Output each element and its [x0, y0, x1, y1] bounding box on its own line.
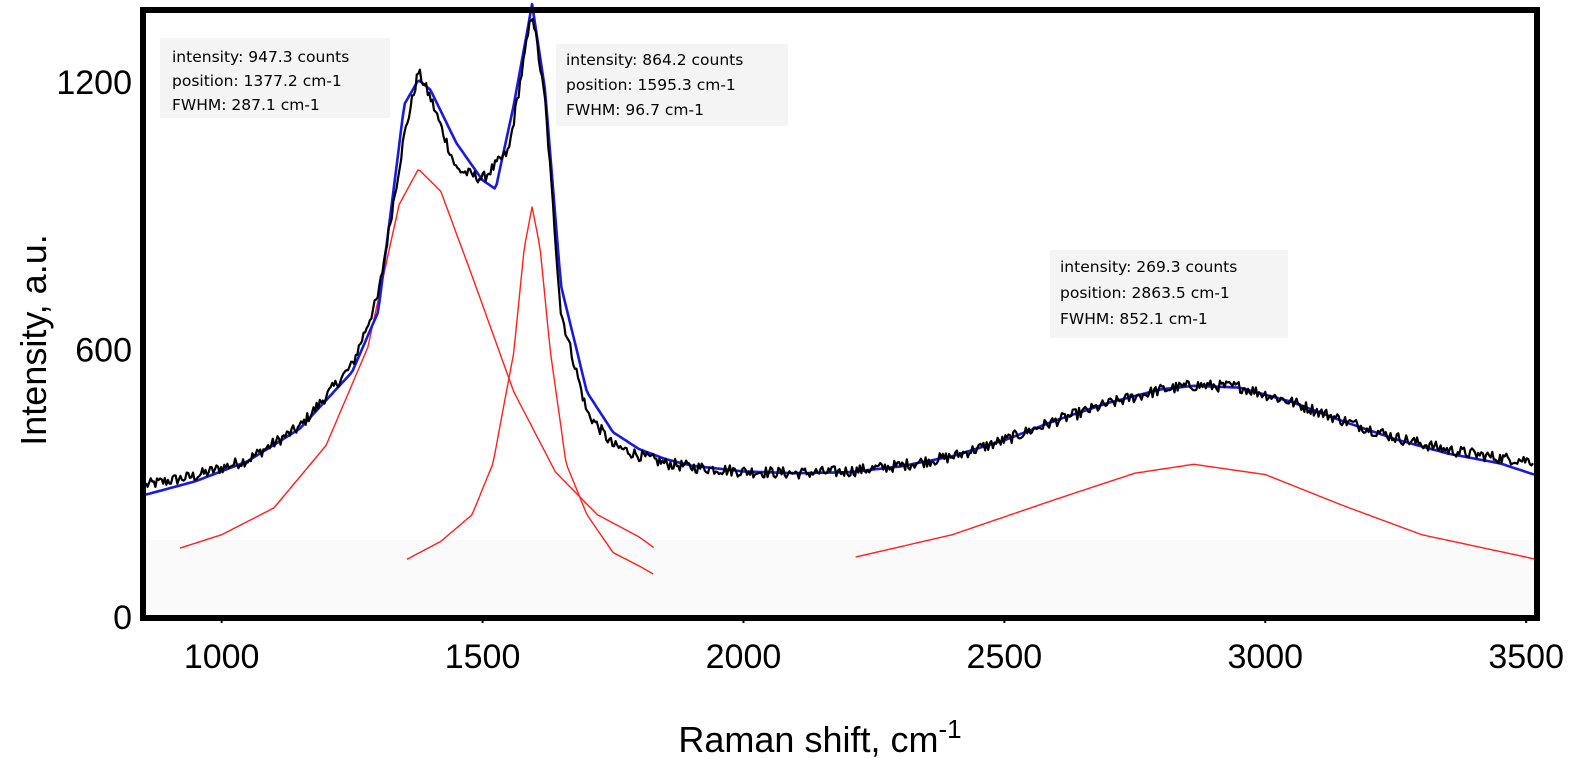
annotation-3-fwhm: FWHM: 852.1 cm-1 [1060, 310, 1208, 328]
y-tick-label: 1200 [56, 64, 132, 102]
annotation-panel-1 [160, 38, 390, 118]
annotation-1: intensity: 947.3 counts position: 1377.2… [172, 48, 349, 114]
annotation-2-position: position: 1595.3 cm-1 [566, 76, 736, 94]
plot-lower-shade [146, 540, 1534, 615]
annotation-panel-2 [556, 44, 788, 126]
series-layer [144, 2, 1535, 575]
y-axis-label: Intensity, a.u. [13, 234, 54, 445]
annotation-1-position: position: 1377.2 cm-1 [172, 72, 342, 90]
annotation-3-position: position: 2863.5 cm-1 [1060, 284, 1230, 302]
plot-frame [140, 7, 1540, 621]
x-axis-label: Raman shift, cm-1 [678, 714, 961, 759]
x-tick-label: 3500 [1488, 638, 1564, 676]
x-tick-label: 2500 [967, 638, 1043, 676]
annotation-2-intensity: intensity: 864.2 counts [566, 51, 743, 69]
annotation-1-fwhm: FWHM: 287.1 cm-1 [172, 96, 320, 114]
x-tick-label: 1500 [445, 638, 521, 676]
component-peak-2-line [406, 206, 654, 575]
annotation-1-intensity: intensity: 947.3 counts [172, 48, 349, 66]
annotation-2: intensity: 864.2 counts position: 1595.3… [566, 51, 743, 119]
measured-spectrum-line [144, 17, 1534, 488]
annotation-2-fwhm: FWHM: 96.7 cm-1 [566, 101, 704, 119]
annotation-3: intensity: 269.3 counts position: 2863.5… [1060, 258, 1237, 328]
x-axis-label-superscript: -1 [938, 714, 961, 744]
annotation-panel-3 [1050, 250, 1288, 338]
component-peak-1-line [179, 169, 655, 549]
tick-layer: 1000 1500 2000 2500 3000 3500 0 600 1200 [56, 64, 1564, 676]
component-peak-3-line [855, 463, 1535, 560]
x-axis-label-text: Raman shift, cm [678, 719, 938, 759]
annotation-3-intensity: intensity: 269.3 counts [1060, 258, 1237, 276]
x-tick-label: 3000 [1227, 638, 1303, 676]
y-tick-label: 0 [113, 599, 132, 637]
x-tick-label: 1000 [184, 638, 260, 676]
x-tick-label: 2000 [706, 638, 782, 676]
y-tick-label: 600 [75, 331, 132, 369]
